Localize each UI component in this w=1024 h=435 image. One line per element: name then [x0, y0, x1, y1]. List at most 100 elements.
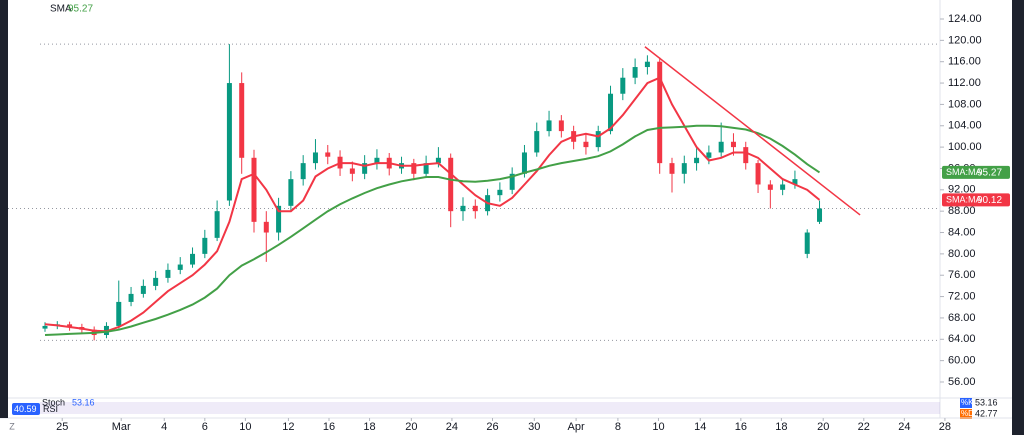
candle-body	[780, 184, 786, 190]
candle-body	[177, 264, 183, 270]
candle-body	[239, 83, 245, 158]
candle-body	[116, 301, 122, 326]
sma-line	[44, 124, 821, 336]
x-tick-label: 20	[405, 421, 417, 433]
rsi-name: RSI	[43, 404, 58, 414]
candle-body	[165, 269, 171, 278]
plot	[8, 43, 940, 398]
x-tick-label: 12	[282, 421, 294, 433]
candle-body	[718, 141, 724, 153]
indicator-label-value: 53.16	[975, 397, 998, 407]
price-label-box	[942, 165, 1010, 179]
candle-body	[694, 157, 700, 164]
candle-body	[669, 163, 675, 174]
x-tick-label: 4	[161, 421, 167, 433]
x-tick-label: 8	[615, 421, 621, 433]
y-tick-label: 68.00	[948, 312, 976, 324]
candle-body	[632, 67, 638, 78]
candle-body	[325, 152, 331, 157]
y-tick-label: 120.00	[948, 34, 982, 46]
candle-body	[423, 163, 429, 174]
y-tick-label: 64.00	[948, 333, 976, 345]
candle-body	[42, 325, 48, 329]
timezone-button: Z	[9, 421, 15, 431]
candle-body	[288, 179, 294, 206]
candle-body	[644, 61, 650, 68]
candle-body	[411, 163, 417, 174]
x-tick-label: 30	[528, 421, 540, 433]
candle-body	[546, 120, 552, 132]
price-label-value: 95.27	[977, 168, 1002, 179]
rsi-value: 40.59	[14, 404, 37, 414]
candle-body	[534, 131, 540, 153]
indicator-label-name: %D	[961, 409, 974, 418]
indicator-title: Stoch	[42, 397, 65, 407]
y-tick-label: 88.00	[948, 205, 976, 217]
trendline	[644, 46, 861, 216]
candle-body	[817, 208, 823, 222]
sma-line	[44, 76, 821, 333]
x-tick-label: 26	[486, 421, 498, 433]
candle-body	[558, 120, 564, 132]
rsi-value-box	[12, 403, 40, 415]
price-label-value: 90.12	[977, 195, 1002, 206]
candle-body	[767, 184, 773, 190]
y-tick-label: 124.00	[948, 13, 982, 25]
candle-body	[743, 147, 749, 164]
indicator-value: 53.16	[72, 397, 95, 407]
y-tick-label: 92.00	[948, 184, 976, 196]
candle-body	[657, 61, 663, 164]
x-tick-label: 10	[239, 421, 251, 433]
y-tick-label: 84.00	[948, 226, 976, 238]
candle-body	[681, 163, 687, 174]
x-tick-label: 24	[446, 421, 458, 433]
indicator-label-box	[960, 398, 972, 408]
candle-body	[435, 157, 441, 164]
candle-body	[226, 83, 232, 201]
x-tick-label: Mar	[112, 421, 131, 433]
y-tick-label: 80.00	[948, 248, 976, 260]
candle-body	[140, 285, 146, 294]
price-label-box	[942, 193, 1010, 207]
y-tick-label: 56.00	[948, 376, 976, 388]
x-tick-label: 16	[735, 421, 747, 433]
candle-body	[460, 205, 466, 212]
x-tick-label: 25	[56, 421, 68, 433]
x-tick-label: 22	[858, 421, 870, 433]
candle-body	[595, 131, 601, 148]
x-tick-label: 14	[694, 421, 706, 433]
y-tick-label: 112.00	[948, 77, 981, 89]
candle-body	[312, 152, 318, 164]
y-tick-label: 108.00	[948, 98, 982, 110]
candle-body	[472, 205, 478, 212]
candle-body	[202, 237, 208, 254]
x-tick-label: 6	[202, 421, 208, 433]
x-tick-label: Apr	[568, 421, 585, 433]
candle-body	[153, 277, 159, 286]
candle-body	[706, 152, 712, 158]
candle-body	[521, 152, 527, 174]
candle-body	[300, 163, 306, 180]
candle-body	[276, 205, 282, 233]
right-frame	[1012, 0, 1024, 435]
x-tick-label: 18	[775, 421, 787, 433]
candle-body	[730, 141, 736, 148]
candle-body	[448, 157, 454, 212]
price-label-name: SMA:MA	[946, 167, 982, 177]
candle-body	[190, 253, 196, 265]
indicator-label-value: 42.77	[975, 408, 998, 418]
candle-body	[792, 179, 798, 185]
candle-body	[67, 324, 73, 328]
candle-body	[755, 163, 761, 185]
candle-body	[583, 141, 589, 148]
candle-body	[509, 173, 515, 190]
price-label-name: SMA:MA	[946, 195, 982, 205]
x-tick-label: 18	[363, 421, 375, 433]
x-tick-label: 24	[898, 421, 910, 433]
y-tick-label: 100.00	[948, 141, 982, 153]
y-tick-label: 116.00	[948, 56, 981, 68]
candle-body	[362, 163, 368, 174]
